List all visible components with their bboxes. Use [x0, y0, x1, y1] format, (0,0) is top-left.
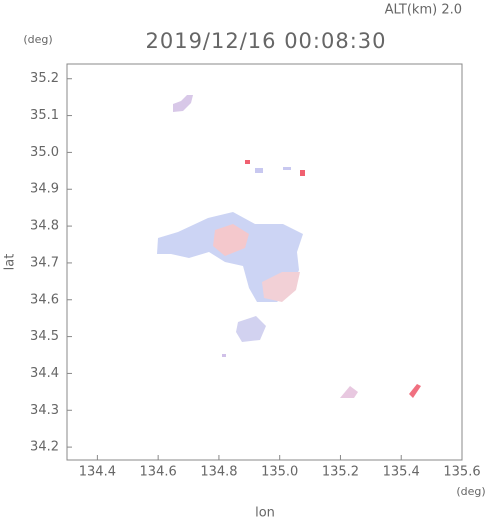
plot-frame	[66, 63, 463, 461]
echo-cell	[157, 212, 303, 302]
y-tick-label: 34.7	[30, 255, 59, 270]
echo-cell	[340, 386, 358, 398]
x-unit: (deg)	[456, 485, 485, 498]
altitude-label: ALT(km) 2.0	[385, 3, 462, 18]
y-tick-label: 34.8	[30, 219, 59, 234]
echo-cell	[173, 95, 193, 112]
x-tick-label: 134.4	[79, 465, 116, 480]
y-tick-label: 35.0	[30, 145, 59, 160]
y-tick-label: 34.9	[30, 182, 59, 197]
y-tick-label: 35.2	[30, 71, 59, 86]
x-tick-label: 134.8	[200, 465, 237, 480]
echo-cell	[262, 272, 300, 302]
y-tick-label: 34.2	[30, 440, 59, 455]
echo-cells	[157, 95, 421, 398]
echo-cell	[222, 354, 226, 357]
echo-cell	[236, 316, 266, 342]
echo-cell	[283, 167, 291, 170]
y-tick-label: 35.1	[30, 108, 59, 123]
x-tick-label: 135.6	[443, 465, 480, 480]
chart-title: 2019/12/16 00:08:30	[145, 29, 386, 53]
x-tick-label: 135.2	[322, 465, 359, 480]
y-tick-label: 34.5	[30, 329, 59, 344]
echo-cell	[245, 160, 250, 164]
x-tick-label: 135.4	[383, 465, 420, 480]
y-tick-label: 34.3	[30, 403, 59, 418]
echo-cell	[213, 224, 249, 256]
x-axis-label: lon	[255, 506, 275, 521]
echo-cell	[300, 170, 305, 176]
x-tick-label: 134.6	[140, 465, 177, 480]
y-axis-label: lat	[3, 254, 18, 271]
y-unit: (deg)	[23, 33, 52, 46]
y-tick-label: 34.4	[30, 366, 59, 381]
x-tick-label: 135.0	[261, 465, 298, 480]
echo-cell	[409, 384, 421, 398]
y-tick-label: 34.6	[30, 292, 59, 307]
echo-cell	[255, 168, 263, 173]
